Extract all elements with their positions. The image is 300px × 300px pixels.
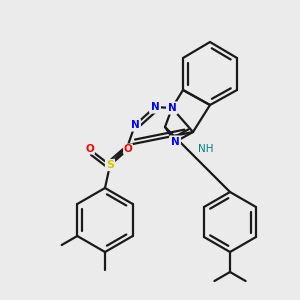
Text: N: N [168,103,176,113]
Text: N: N [130,120,140,130]
Text: O: O [85,144,94,154]
Text: N: N [151,102,159,112]
Text: NH: NH [198,145,213,154]
Text: O: O [124,144,132,154]
Text: N: N [171,137,179,147]
Text: S: S [106,160,114,170]
